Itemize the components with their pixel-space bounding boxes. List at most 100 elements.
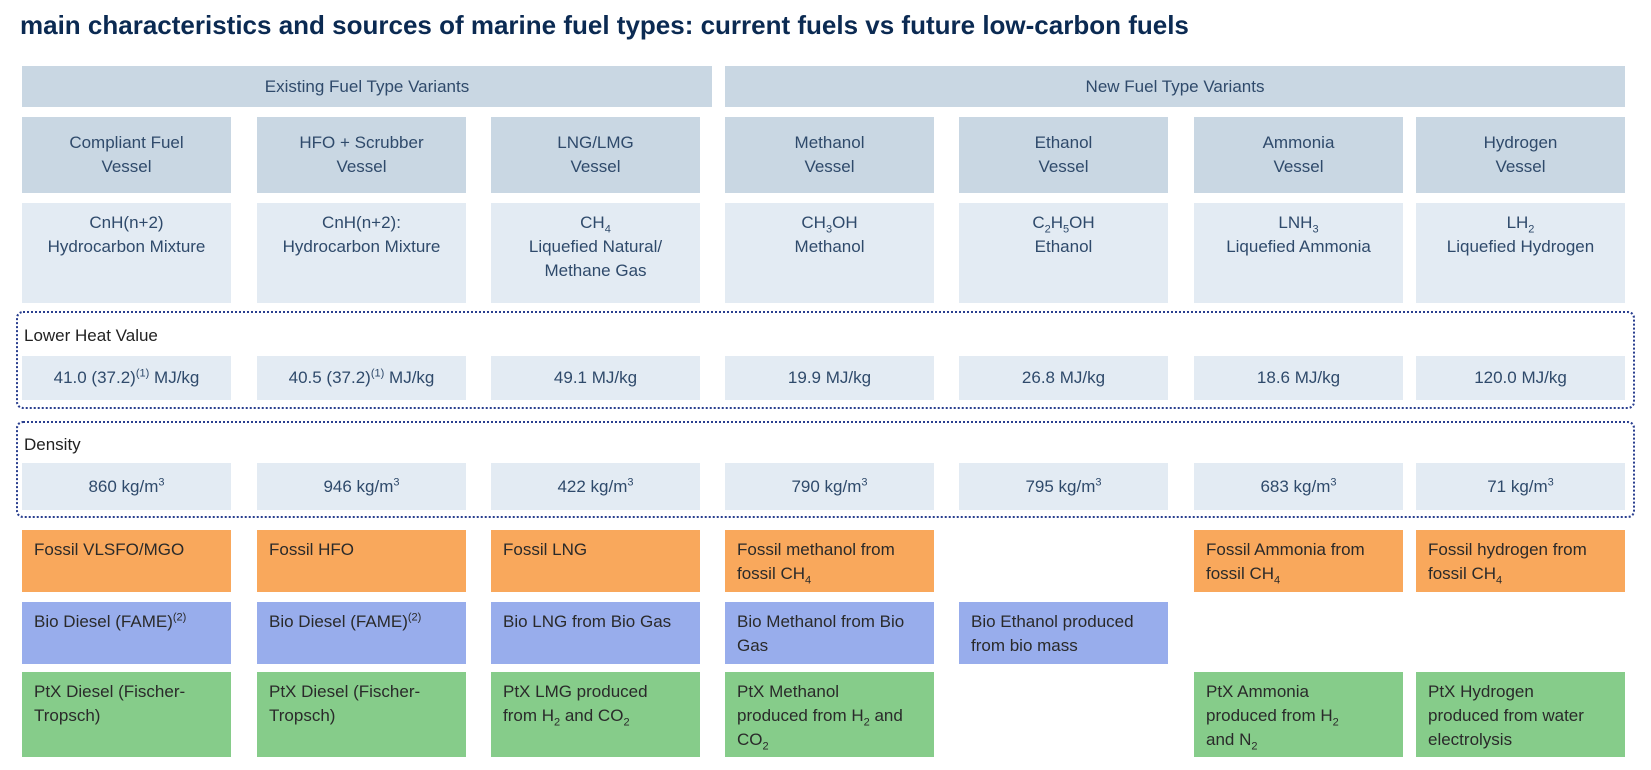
subscript: 4 (1496, 574, 1503, 587)
text: 683 kg/m (1260, 476, 1331, 496)
subscript: 2 (623, 716, 630, 729)
text-line: C2H5OH (1032, 211, 1094, 235)
subscript: 5 (1063, 223, 1070, 236)
text: Liquefied Natural/ (528, 237, 663, 256)
text-line: PtX Methanol (737, 680, 922, 704)
subscript: 3 (825, 223, 833, 236)
subscript: 4 (604, 223, 611, 236)
text-line: 71 kg/m3 (1487, 475, 1554, 499)
text: Fossil VLSFO/MGO (34, 540, 185, 559)
text-line: from bio mass (971, 634, 1156, 658)
vessel-line: Hydrogen (1483, 133, 1558, 152)
vessel-header: Methanol Vessel (725, 117, 934, 193)
text-line: 795 kg/m3 (1025, 475, 1101, 499)
source-cell: Fossil hydrogen from fossil CH4 (1416, 530, 1625, 592)
text-line: Hydrocarbon Mixture (48, 235, 206, 259)
subscript: 2 (1332, 716, 1339, 729)
text: CH (580, 213, 605, 232)
text: CnH(n+2): (322, 213, 401, 232)
text-line: Bio Methanol from Bio (737, 610, 922, 634)
text: CnH(n+2) (89, 213, 164, 232)
text: produced from H (1206, 706, 1333, 725)
text: 49.1 MJ/kg (553, 368, 638, 387)
lhv-value: 41.0 (37.2)(1) MJ/kg (22, 356, 231, 400)
text: from H (503, 706, 554, 725)
superscript: 3 (393, 475, 400, 488)
lhv-label: Lower Heat Value (24, 326, 158, 345)
text: Fossil methanol from (737, 540, 895, 559)
text: 790 kg/m (791, 476, 862, 496)
text: Fossil hydrogen from (1428, 540, 1587, 559)
text-line: PtX LMG produced (503, 680, 688, 704)
formula-cell: LH2 Liquefied Hydrogen (1416, 203, 1625, 303)
text-line: PtX Diesel (Fischer- (34, 680, 219, 704)
group-header: Existing Fuel Type Variants (22, 66, 712, 107)
text: 795 kg/m (1025, 476, 1096, 496)
text-line: produced from H2 (1206, 704, 1391, 728)
text-line: and N2 (1206, 728, 1391, 752)
density-box (16, 421, 1635, 518)
text-line: from H2 and CO2 (503, 704, 688, 728)
text: Bio LNG from Bio Gas (503, 612, 672, 631)
text: 120.0 MJ/kg (1474, 368, 1567, 387)
vessel-line: Ammonia (1262, 133, 1335, 152)
text-line: Bio Diesel (FAME)(2) (269, 610, 454, 634)
text: Liquefied Hydrogen (1446, 237, 1595, 256)
text: OH (832, 213, 858, 232)
text-line: Bio Ethanol produced (971, 610, 1156, 634)
text: MJ/kg (149, 368, 200, 387)
superscript: 3 (158, 475, 165, 488)
text: PtX Methanol (737, 682, 840, 701)
source-cell: Bio Diesel (FAME)(2) (22, 602, 231, 664)
subscript: 2 (762, 740, 769, 753)
vessel-line: Ethanol (1034, 133, 1093, 152)
text-line: Liquefied Natural/ (529, 235, 662, 259)
source-cell: Fossil VLSFO/MGO (22, 530, 231, 592)
lhv-value: 26.8 MJ/kg (959, 356, 1168, 400)
text: Ethanol (1034, 237, 1093, 256)
group-header: New Fuel Type Variants (725, 66, 1625, 107)
text: Fossil HFO (269, 540, 354, 559)
text: produced from H (737, 706, 864, 725)
text: H (1050, 213, 1064, 232)
text: Fossil Ammonia from (1206, 540, 1365, 559)
group-label: New Fuel Type Variants (1085, 76, 1265, 96)
text: from bio mass (971, 636, 1078, 655)
formula-cell: LNH3 Liquefied Ammonia (1194, 203, 1403, 303)
vessel-line: Vessel (804, 157, 855, 176)
text-line: Bio LNG from Bio Gas (503, 610, 688, 634)
superscript: 3 (1095, 475, 1102, 488)
text-line: CO2 (737, 728, 922, 752)
vessel-line: Methanol (794, 133, 865, 152)
text-line: 19.9 MJ/kg (788, 366, 871, 390)
text: 26.8 MJ/kg (1021, 368, 1106, 387)
text-line: PtX Diesel (Fischer- (269, 680, 454, 704)
density-value: 946 kg/m3 (257, 463, 466, 510)
text: fossil CH (737, 564, 806, 583)
text: Fossil LNG (503, 540, 588, 559)
text-line: 860 kg/m3 (88, 475, 164, 499)
text-line: 18.6 MJ/kg (1257, 366, 1340, 390)
text-line: LNH3 (1278, 211, 1318, 235)
vessel-line: Vessel (1273, 157, 1324, 176)
text: LH (1506, 213, 1529, 232)
text: 71 kg/m (1487, 476, 1548, 496)
vessel-header: LNG/LMG Vessel (491, 117, 700, 193)
source-cell: PtX LMG produced from H2 and CO2 (491, 672, 700, 757)
lhv-value: 40.5 (37.2)(1) MJ/kg (257, 356, 466, 400)
vessel-line: Vessel (1495, 157, 1546, 176)
text: LNH (1278, 213, 1313, 232)
subscript: 4 (1274, 574, 1281, 587)
subscript: 2 (1528, 223, 1535, 236)
density-value: 795 kg/m3 (959, 463, 1168, 510)
text-line: fossil CH4 (1428, 562, 1613, 586)
text-line: 26.8 MJ/kg (1022, 366, 1105, 390)
text-line: Bio Diesel (FAME)(2) (34, 610, 219, 634)
subscript: 2 (1044, 223, 1051, 236)
text-line: Fossil VLSFO/MGO (34, 538, 219, 562)
formula-cell: CnH(n+2): Hydrocarbon Mixture (257, 203, 466, 303)
superscript: 3 (861, 475, 868, 488)
lhv-value: 18.6 MJ/kg (1194, 356, 1403, 400)
text: fossil CH (1206, 564, 1275, 583)
text-line: CH3OH (801, 211, 857, 235)
